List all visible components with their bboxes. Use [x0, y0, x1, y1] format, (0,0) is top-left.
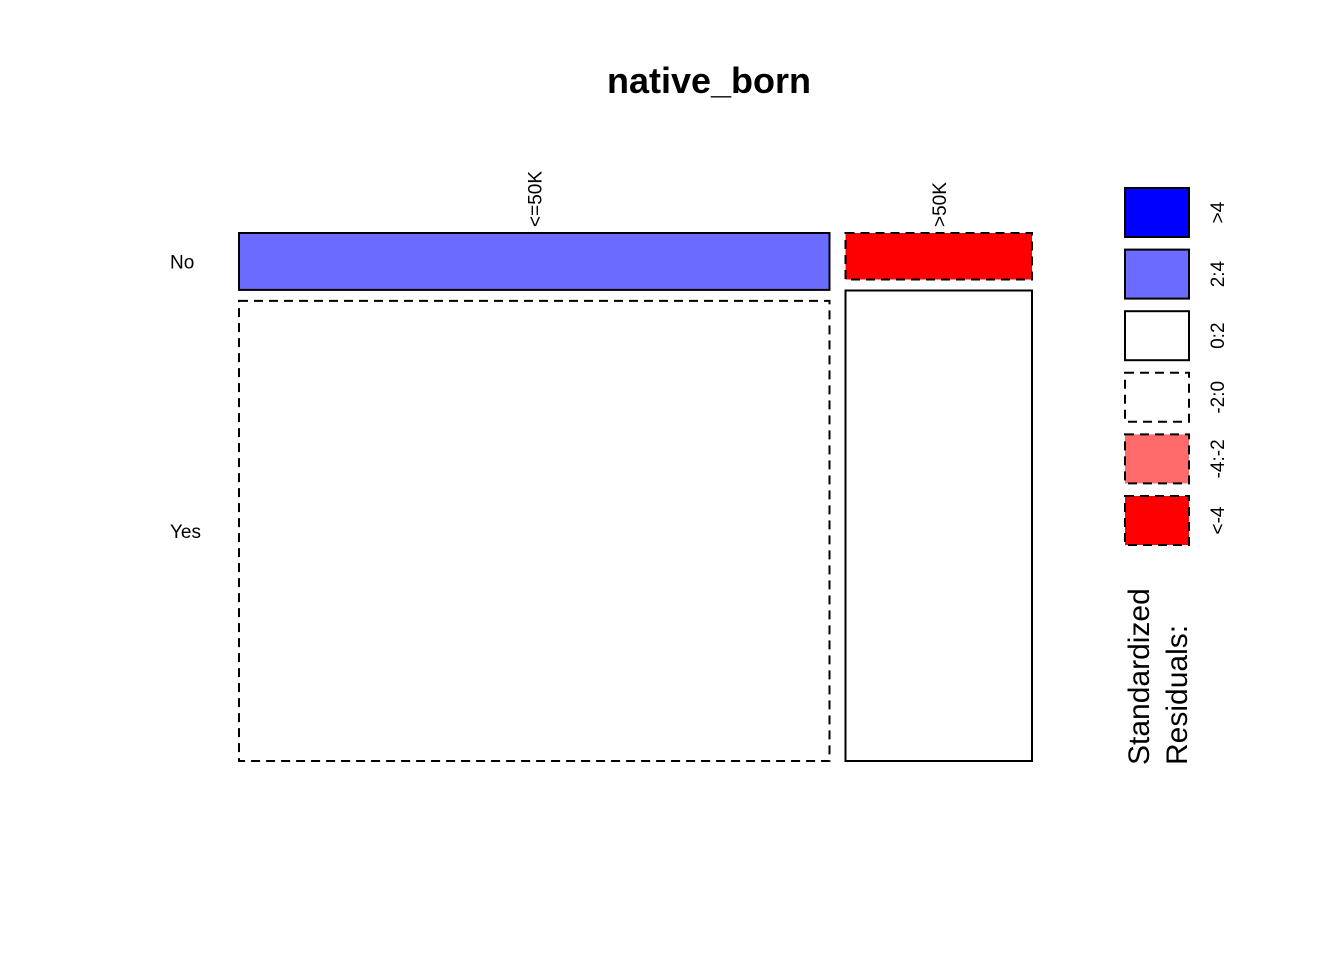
legend-swatch-2-4 [1124, 248, 1190, 300]
tile-le50k-yes [238, 299, 831, 762]
legend-label-2-4: 2:4 [1208, 260, 1229, 287]
legend-title-line-2: Residuals: [1161, 625, 1194, 765]
row-label-yes: Yes [170, 522, 201, 543]
tile-le50k-no [238, 232, 831, 291]
legend-swatch-4-2 [1124, 433, 1190, 485]
chart-title: native_born [607, 60, 811, 101]
tile-gt50k-no [844, 232, 1033, 281]
legend-swatch-gt4 [1124, 187, 1190, 238]
legend: >4 2:4 0:2 -2:0 -4:-2 <-4 [1124, 187, 1229, 546]
legend-title-line-1: Standardized [1123, 588, 1156, 765]
legend-label-2-0: -2:0 [1208, 381, 1229, 414]
tile-gt50k-yes [844, 289, 1033, 762]
legend-swatch-0-2 [1124, 310, 1190, 362]
row-labels: No Yes [170, 252, 201, 543]
legend-swatch-2-0 [1124, 371, 1190, 423]
column-label-gt50k: >50K [930, 182, 951, 227]
column-label-le50k: <=50K [525, 171, 546, 227]
column-labels: <=50K >50K [525, 171, 951, 227]
legend-label-4-2: -4:-2 [1208, 439, 1229, 478]
legend-label-lt-4: <-4 [1208, 506, 1229, 534]
legend-label-gt4: >4 [1208, 201, 1229, 223]
row-label-no: No [170, 252, 194, 273]
legend-label-0-2: 0:2 [1208, 322, 1229, 348]
mosaic-tiles [238, 232, 1033, 762]
legend-swatch-lt-4 [1124, 495, 1190, 546]
